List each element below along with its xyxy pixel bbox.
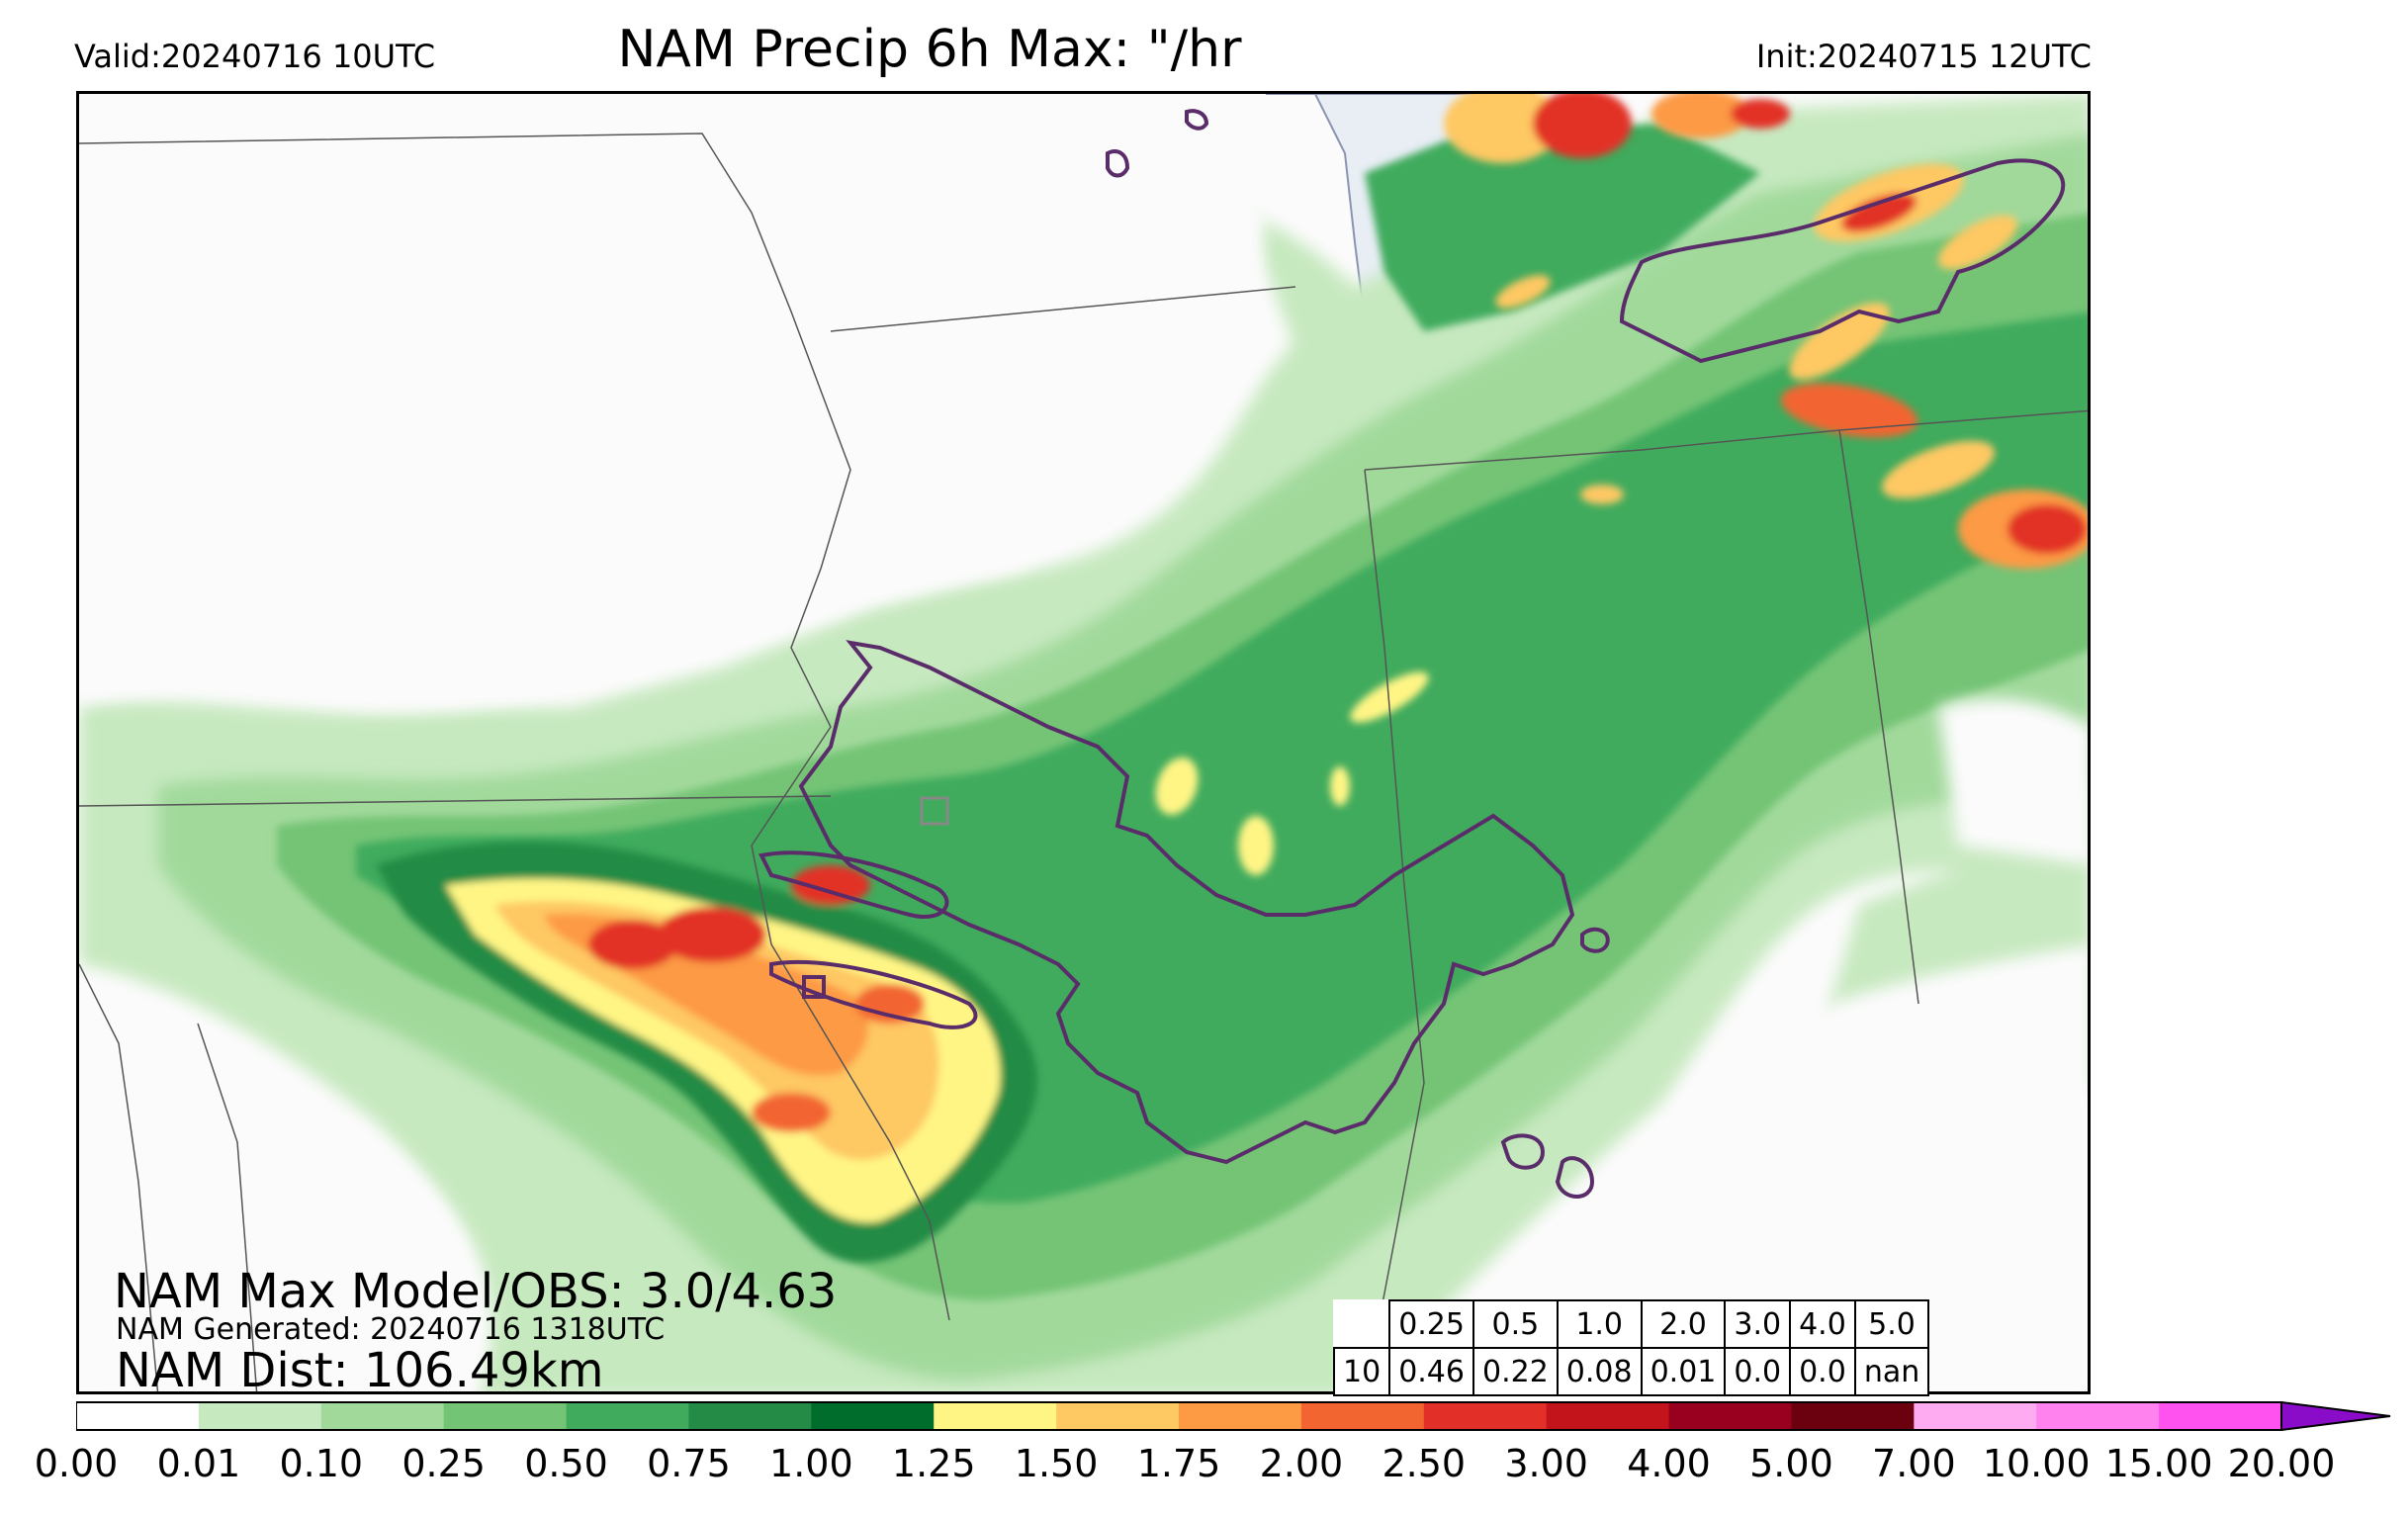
state-boundaries	[79, 133, 2088, 1391]
valid-time-label: Valid:20240716 10UTC	[74, 38, 436, 75]
colorbar-tick-label: 7.00	[1872, 1442, 1956, 1485]
value-cell: 0.0	[1789, 1347, 1856, 1396]
colorbar-segment	[1300, 1402, 1425, 1430]
colorbar-segment	[1179, 1402, 1302, 1430]
colorbar-segment	[320, 1402, 445, 1430]
colorbar-extend-arrow	[2280, 1400, 2391, 1432]
colorbar-tick-label: 2.50	[1382, 1442, 1467, 1485]
value-cell: 0.46	[1388, 1347, 1474, 1396]
colorbar-segment	[198, 1402, 322, 1430]
colorbar-tick-label: 0.50	[524, 1442, 608, 1485]
colorbar-border	[76, 1401, 2282, 1431]
distance-label: NAM Dist: 106.49km	[116, 1343, 604, 1398]
colorbar-tick-label: 0.01	[156, 1442, 241, 1485]
threshold-cell: 2.0	[1640, 1299, 1727, 1349]
colorbar-tick-label: 1.25	[891, 1442, 976, 1485]
colorbar-segment	[1668, 1402, 1792, 1430]
dry-areas	[79, 94, 2088, 1391]
threshold-cell: 4.0	[1789, 1299, 1856, 1349]
colorbar-tick-label: 1.75	[1136, 1442, 1221, 1485]
stats-corner-cell	[1334, 1300, 1389, 1348]
colorbar-tick-label: 3.00	[1504, 1442, 1588, 1485]
colorbar-tick-label: 0.00	[34, 1442, 119, 1485]
value-cell: 0.0	[1724, 1347, 1792, 1396]
map-canvas	[79, 94, 2088, 1391]
colorbar-segment	[1914, 1402, 2037, 1430]
row-label-cell: 10	[1332, 1347, 1391, 1396]
colorbar-tick-label: 0.75	[647, 1442, 731, 1485]
colorbar-segment	[811, 1402, 935, 1430]
threshold-cell: 3.0	[1724, 1299, 1792, 1349]
value-cell: 0.22	[1472, 1347, 1559, 1396]
colorbar-segment	[1423, 1402, 1548, 1430]
colorbar-tick-label: 15.00	[2104, 1442, 2213, 1485]
threshold-cell: 0.5	[1472, 1299, 1559, 1349]
generated-time-label: NAM Generated: 20240716 1318UTC	[116, 1312, 666, 1347]
colorbar-segment	[76, 1402, 200, 1430]
colorbar-segment	[1791, 1402, 1915, 1430]
colorbar-segment	[688, 1402, 812, 1430]
value-cell: 0.01	[1640, 1347, 1727, 1396]
threshold-cell: 5.0	[1853, 1299, 1930, 1349]
colorbar-ticks: 0.00 0.01 0.10 0.25 0.50 0.75 1.00 1.25 1.50 1.75…	[0, 1442, 2408, 1501]
colorbar-tick-label: 0.25	[401, 1442, 486, 1485]
precip-core-sw	[376, 842, 1037, 1263]
colorbar-segment	[443, 1402, 568, 1430]
plot-title: NAM Precip 6h Max: "/hr	[617, 20, 1242, 79]
colorbar	[76, 1400, 2391, 1432]
threshold-cell: 0.25	[1388, 1299, 1474, 1349]
colorbar-segment	[2159, 1402, 2282, 1430]
colorbar-tick-label: 2.00	[1259, 1442, 1344, 1485]
colorbar-tick-label: 1.50	[1014, 1442, 1099, 1485]
stats-table: 0.25 0.5 1.0 2.0 3.0 4.0 5.0 10 0.46 0.2…	[1332, 1299, 1930, 1396]
colorbar-tick-label: 0.10	[279, 1442, 364, 1485]
max-model-obs-label: NAM Max Model/OBS: 3.0/4.63	[114, 1264, 838, 1319]
precip-core-ne	[1444, 94, 2088, 569]
colorbar-segment	[1546, 1402, 1670, 1430]
observed-contour	[758, 109, 2066, 1199]
colorbar-segment	[1056, 1402, 1180, 1430]
value-cell: 0.08	[1556, 1347, 1643, 1396]
init-time-label: Init:20240715 12UTC	[1755, 38, 2092, 75]
precip-cells-center	[1155, 485, 1624, 875]
colorbar-tick-label: 4.00	[1627, 1442, 1711, 1485]
colorbar-segment	[566, 1402, 689, 1430]
precip-map	[76, 91, 2091, 1394]
colorbar-tick-label: 20.00	[2227, 1442, 2336, 1485]
colorbar-segment	[2036, 1402, 2160, 1430]
value-cell: nan	[1853, 1347, 1930, 1396]
colorbar-tick-label: 5.00	[1749, 1442, 1833, 1485]
threshold-cell: 1.0	[1556, 1299, 1643, 1349]
colorbar-tick-label: 10.00	[1982, 1442, 2091, 1485]
colorbar-tick-label: 1.00	[769, 1442, 853, 1485]
stats-value-row: 10 0.46 0.22 0.08 0.01 0.0 0.0 nan	[1332, 1347, 1930, 1396]
colorbar-segment	[934, 1402, 1057, 1430]
obs-marker-gray	[920, 796, 949, 826]
stats-threshold-row: 0.25 0.5 1.0 2.0 3.0 4.0 5.0	[1334, 1299, 1930, 1349]
